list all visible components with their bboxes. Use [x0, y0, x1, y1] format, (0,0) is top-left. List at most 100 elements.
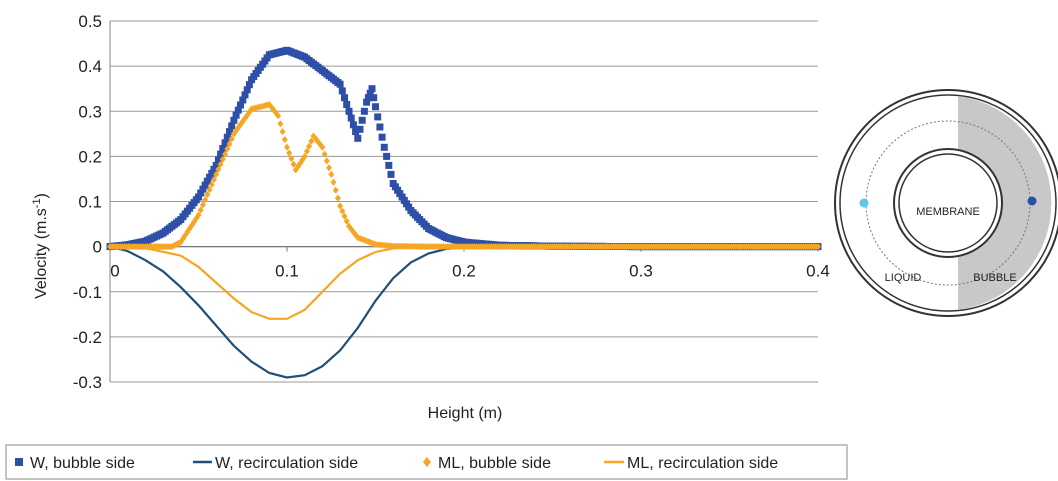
- data-point: [219, 155, 226, 163]
- data-point: [234, 106, 242, 114]
- series-3: [109, 245, 412, 320]
- gridlines: [110, 20, 818, 383]
- data-point: [290, 160, 297, 168]
- data-point: [383, 152, 391, 160]
- data-point: [343, 217, 350, 225]
- data-point: [197, 189, 205, 197]
- data-point: [219, 145, 227, 152]
- data-point: [226, 128, 233, 136]
- data-point: [195, 193, 202, 201]
- data-point: [341, 212, 348, 220]
- data-point: [301, 152, 308, 160]
- bubble-label: BUBBLE: [973, 272, 1016, 284]
- data-point: [378, 133, 386, 141]
- column-cross-section-diagram: MEMBRANE LIQUID BUBBLE: [834, 89, 1058, 317]
- tick-labels: 0.5 0.4 0.3 0.2 0.1 0 -0.1 -0.2 -0.3 0 0.1 0.2 0.3 0.…: [73, 12, 830, 392]
- data-point: [281, 136, 288, 143]
- y-tick-label: -0.2: [73, 328, 102, 347]
- legend-marker-ml-bubble: [423, 457, 431, 467]
- series-0: [106, 46, 822, 251]
- data-point: [337, 202, 344, 210]
- data-point: [339, 207, 346, 215]
- data-point: [279, 128, 286, 136]
- data-point: [356, 125, 364, 133]
- data-point: [226, 140, 233, 148]
- data-point: [815, 243, 821, 251]
- x-tick-label: 0.3: [629, 262, 653, 281]
- data-point: [328, 170, 335, 178]
- data-point: [243, 86, 251, 94]
- data-point: [199, 185, 207, 193]
- data-point: [303, 147, 310, 155]
- data-point: [319, 143, 326, 151]
- y-tick-label: 0.4: [78, 57, 102, 76]
- data-point: [228, 135, 235, 143]
- data-point: [352, 128, 360, 136]
- data-point: [232, 111, 240, 119]
- data-point: [228, 122, 236, 130]
- data-point: [336, 80, 344, 88]
- data-point: [330, 178, 337, 186]
- y-tick-label: -0.1: [73, 283, 102, 302]
- legend-label-w-bubble: W, bubble side: [30, 455, 135, 472]
- data-point: [217, 160, 224, 168]
- data-point: [213, 170, 220, 178]
- series-1: [109, 245, 465, 379]
- data-point: [275, 112, 282, 120]
- data-point: [199, 201, 206, 209]
- data-point: [208, 181, 215, 189]
- data-point: [323, 157, 330, 165]
- data-point: [214, 156, 222, 164]
- data-point: [380, 143, 388, 151]
- data-point: [349, 121, 357, 129]
- outer-wall-inner: [839, 94, 1057, 312]
- y-tick-label: 0.2: [78, 147, 102, 166]
- y-axis-title-main: Velocity (m.s: [33, 208, 50, 299]
- data-point: [201, 181, 209, 189]
- y-tick-label: 0.1: [78, 193, 102, 212]
- data-point: [374, 113, 382, 121]
- data-point: [345, 107, 353, 115]
- data-point: [241, 91, 249, 99]
- data-point: [364, 94, 372, 102]
- data-point: [343, 101, 351, 108]
- series-line: [109, 245, 412, 320]
- bubble-side-marker: [1027, 196, 1037, 206]
- liquid-label: LIQUID: [885, 272, 922, 284]
- data-point: [211, 176, 217, 183]
- data-point: [368, 85, 376, 93]
- data-point: [338, 87, 346, 95]
- data-point: [212, 161, 220, 169]
- data-point: [363, 98, 371, 106]
- y-tick-label: 0: [93, 238, 102, 257]
- x-axis-title: Height (m): [428, 405, 503, 422]
- data-point: [223, 133, 231, 141]
- y-axis-title-close: ): [33, 193, 50, 198]
- data-point: [237, 101, 244, 109]
- data-point: [347, 114, 355, 122]
- data-point: [321, 150, 328, 158]
- y-axis-title: Velocity (m.s-1): [31, 193, 50, 299]
- data-point: [376, 123, 384, 131]
- data-point: [306, 142, 313, 150]
- y-tick-label: 0.3: [78, 102, 102, 121]
- data-point: [358, 116, 366, 124]
- data-point: [366, 89, 374, 97]
- data-point: [286, 149, 293, 157]
- data-point: [206, 173, 214, 181]
- legend-label-w-recirculation: W, recirculation side: [215, 455, 358, 472]
- legend: W, bubble side W, recirculation side ML,…: [5, 444, 848, 480]
- data-point: [210, 165, 218, 173]
- data-point: [195, 211, 202, 219]
- legend-label-ml-bubble: ML, bubble side: [438, 455, 551, 472]
- data-point: [197, 206, 204, 214]
- data-point: [215, 165, 222, 173]
- series-layer: [106, 46, 822, 379]
- data-point: [354, 134, 362, 142]
- data-point: [332, 186, 339, 194]
- data-point: [224, 145, 231, 153]
- membrane-outer: [893, 148, 1003, 258]
- data-point: [387, 170, 395, 178]
- data-point: [217, 150, 225, 158]
